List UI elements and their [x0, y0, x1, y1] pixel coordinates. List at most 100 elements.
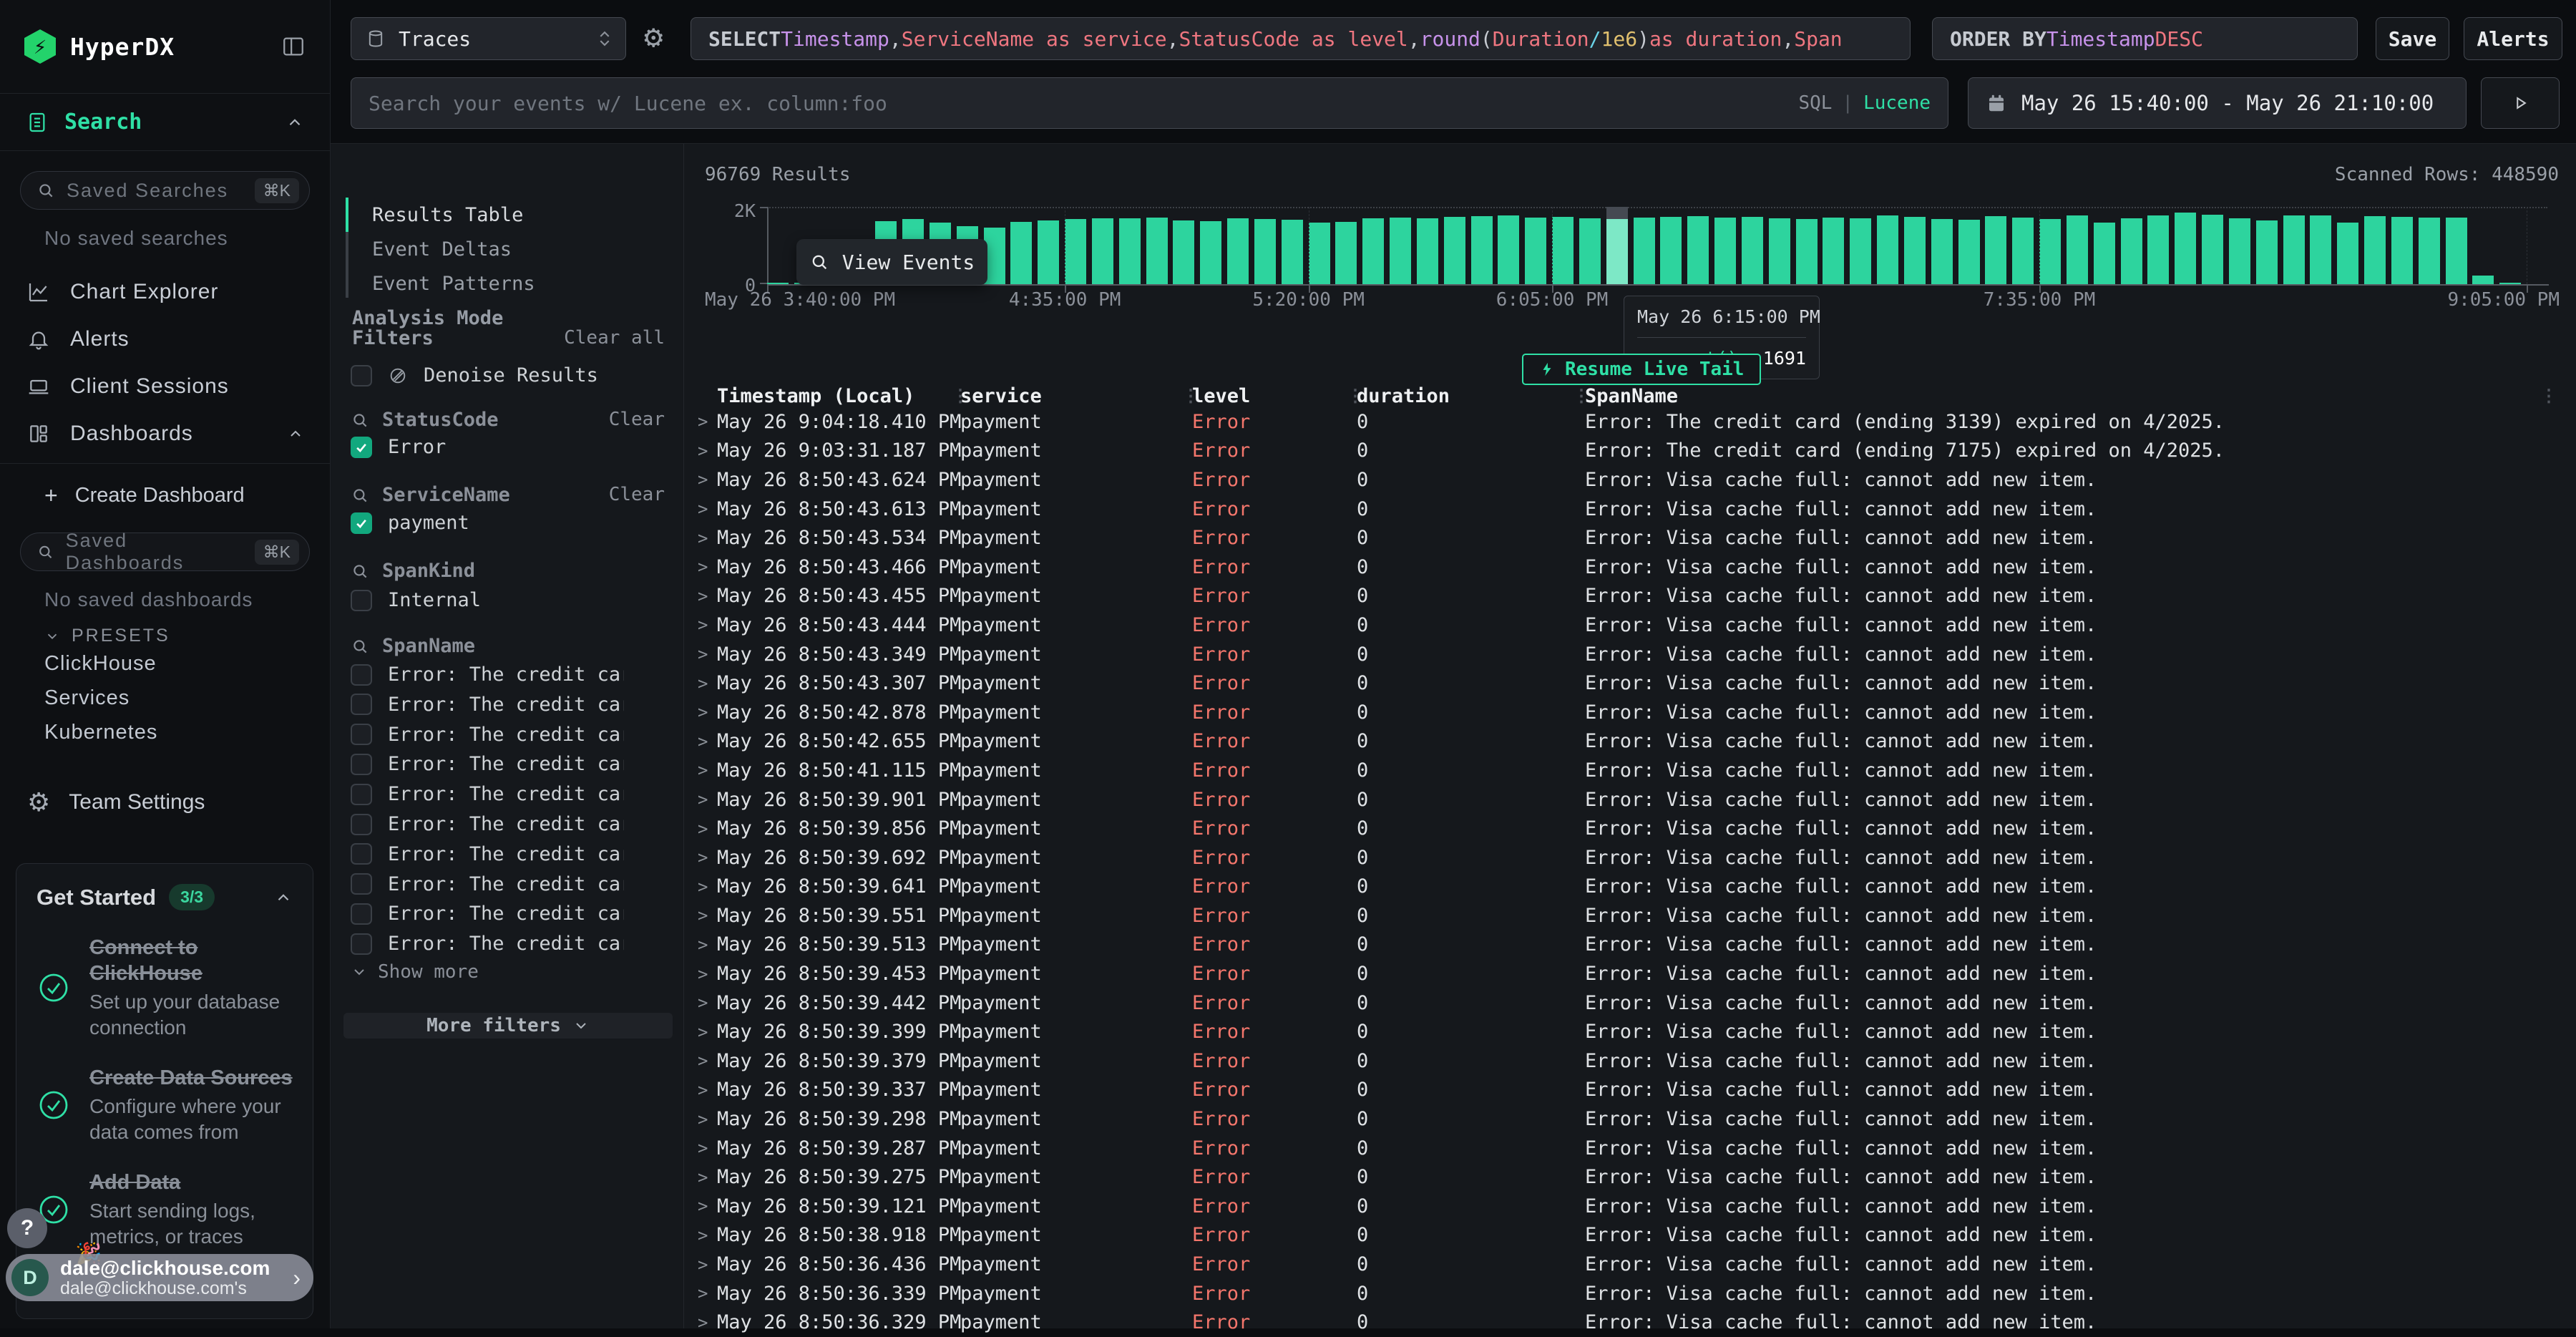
histogram-bar[interactable] — [1146, 218, 1168, 284]
expand-row-icon[interactable]: > — [698, 1022, 717, 1042]
table-row[interactable]: >May 26 8:50:39.379 PMpaymentError0Error… — [684, 1046, 2576, 1076]
sidebar-item-dashboards[interactable]: Dashboards — [0, 410, 330, 457]
table-row[interactable]: >May 26 8:50:43.534 PMpaymentError0Error… — [684, 523, 2576, 553]
preset-dashboard-clickhouse[interactable]: ClickHouse — [44, 646, 330, 681]
histogram-bar[interactable] — [2094, 223, 2115, 284]
create-dashboard-button[interactable]: + Create Dashboard — [0, 472, 330, 518]
histogram-bar[interactable] — [1634, 218, 1655, 284]
expand-row-icon[interactable]: > — [698, 905, 717, 925]
histogram-bar[interactable] — [1742, 217, 1763, 285]
preset-dashboard-services[interactable]: Services — [44, 681, 330, 715]
expand-row-icon[interactable]: > — [698, 819, 717, 839]
save-button[interactable]: Save — [2376, 17, 2449, 60]
histogram-bar[interactable] — [1065, 219, 1086, 284]
histogram-bar[interactable] — [1769, 218, 1790, 284]
histogram-bar[interactable] — [2364, 216, 2386, 284]
column-resize-handle[interactable]: ⋮ — [1347, 386, 1364, 406]
view-events-button[interactable]: View Events — [796, 239, 987, 285]
spanname-filter-option[interactable]: Error: The credit card … — [351, 843, 624, 865]
expand-row-icon[interactable]: > — [698, 1196, 717, 1216]
table-row[interactable]: >May 26 8:50:39.298 PMpaymentError0Error… — [684, 1104, 2576, 1134]
checked-checkbox[interactable] — [351, 437, 372, 458]
more-filters-button[interactable]: More filters — [343, 1013, 673, 1039]
sql-select-editor[interactable]: SELECT Timestamp, ServiceName as service… — [691, 17, 1911, 60]
histogram-bar[interactable] — [2419, 218, 2440, 284]
unchecked-checkbox[interactable] — [351, 903, 372, 925]
table-row[interactable]: >May 26 8:50:39.442 PMpaymentError0Error… — [684, 988, 2576, 1018]
table-row[interactable]: >May 26 8:50:39.551 PMpaymentError0Error… — [684, 901, 2576, 930]
expand-row-icon[interactable]: > — [698, 1283, 717, 1303]
histogram-bar[interactable] — [1714, 218, 1736, 284]
histogram-bar[interactable] — [2446, 218, 2467, 284]
get-started-item[interactable]: Create Data SourcesConfigure where your … — [36, 1065, 293, 1145]
expand-row-icon[interactable]: > — [698, 470, 717, 490]
histogram-bar[interactable] — [1092, 218, 1113, 284]
expand-row-icon[interactable]: > — [698, 1225, 717, 1245]
run-query-button[interactable] — [2481, 77, 2560, 129]
saved-dashboards-input[interactable]: Saved Dashboards ⌘K — [20, 533, 310, 571]
expand-row-icon[interactable]: > — [698, 615, 717, 635]
spanname-filter-option[interactable]: Error: The credit card … — [351, 663, 624, 686]
chevron-up-icon[interactable] — [286, 113, 304, 132]
show-more-toggle[interactable]: Show more — [351, 961, 479, 983]
histogram-bar[interactable] — [2147, 215, 2169, 284]
get-started-item[interactable]: Add DataStart sending logs, metrics, or … — [36, 1170, 293, 1250]
unchecked-checkbox[interactable] — [351, 754, 372, 775]
col-spanname[interactable]: SpanName — [1585, 385, 2576, 407]
spanname-filter-option[interactable]: Error: The credit card … — [351, 813, 624, 835]
unchecked-checkbox[interactable] — [351, 694, 372, 715]
histogram-bar[interactable] — [2256, 220, 2278, 284]
table-row[interactable]: >May 26 8:50:43.444 PMpaymentError0Error… — [684, 611, 2576, 640]
expand-row-icon[interactable]: > — [698, 760, 717, 780]
histogram-bar[interactable] — [1525, 218, 1546, 284]
expand-row-icon[interactable]: > — [698, 499, 717, 519]
expand-row-icon[interactable]: > — [698, 412, 717, 432]
unchecked-checkbox[interactable] — [351, 814, 372, 835]
order-by-editor[interactable]: ORDER BY Timestamp DESC — [1932, 17, 2358, 60]
spanname-filter-option[interactable]: Error: The credit card … — [351, 783, 624, 805]
expand-row-icon[interactable]: > — [698, 1313, 717, 1333]
source-settings-gear-icon[interactable]: ⚙ — [644, 19, 663, 55]
histogram-bar[interactable] — [2039, 219, 2061, 284]
unchecked-checkbox[interactable] — [351, 933, 372, 955]
expand-row-icon[interactable]: > — [698, 731, 717, 752]
unchecked-checkbox[interactable] — [351, 724, 372, 745]
analysis-mode-event-patterns[interactable]: Event Patterns — [372, 273, 535, 295]
histogram-bar[interactable] — [1823, 218, 1844, 284]
histogram-bar[interactable] — [1362, 218, 1384, 284]
expand-row-icon[interactable]: > — [698, 586, 717, 606]
histogram-bar[interactable] — [767, 283, 789, 284]
table-row[interactable]: >May 26 8:50:39.337 PMpaymentError0Error… — [684, 1076, 2576, 1105]
histogram-bar[interactable] — [1552, 217, 1574, 285]
expand-row-icon[interactable]: > — [698, 528, 717, 548]
results-histogram[interactable] — [767, 207, 2527, 284]
column-resize-handle[interactable]: ⋮ — [952, 386, 969, 406]
spanname-filter-option[interactable]: Error: The credit card … — [351, 724, 624, 746]
expand-row-icon[interactable]: > — [698, 935, 717, 955]
lucene-search-input[interactable]: Search your events w/ Lucene ex. column:… — [351, 77, 1948, 129]
table-row[interactable]: >May 26 8:50:43.455 PMpaymentError0Error… — [684, 582, 2576, 611]
servicename-clear-link[interactable]: Clear — [609, 484, 665, 505]
histogram-bar[interactable] — [2175, 213, 2196, 284]
sidebar-item-client-sessions[interactable]: Client Sessions — [0, 363, 330, 410]
histogram-bar[interactable] — [1444, 217, 1465, 284]
histogram-bar[interactable] — [1038, 220, 1059, 284]
expand-row-icon[interactable]: > — [698, 702, 717, 722]
help-button[interactable]: ? — [7, 1208, 47, 1248]
table-row[interactable]: >May 26 8:50:39.453 PMpaymentError0Error… — [684, 959, 2576, 988]
expand-row-icon[interactable]: > — [698, 1109, 717, 1129]
histogram-bar[interactable] — [1660, 217, 1682, 284]
histogram-bar[interactable] — [1579, 218, 1601, 284]
statuscode-clear-link[interactable]: Clear — [609, 409, 665, 430]
search-section-header[interactable]: Search — [0, 93, 330, 151]
checked-checkbox[interactable] — [351, 512, 372, 534]
table-row[interactable]: >May 26 9:04:18.410 PMpaymentError0Error… — [684, 407, 2576, 437]
histogram-bar[interactable] — [2012, 218, 2034, 284]
table-row[interactable]: >May 26 8:50:43.613 PMpaymentError0Error… — [684, 495, 2576, 524]
histogram-bar[interactable] — [2283, 215, 2305, 284]
column-resize-handle[interactable]: ⋮ — [1573, 386, 1590, 406]
histogram-bar[interactable] — [1796, 219, 1818, 284]
table-row[interactable]: >May 26 8:50:43.466 PMpaymentError0Error… — [684, 553, 2576, 582]
table-row[interactable]: >May 26 8:50:36.329 PMpaymentError0Error… — [684, 1308, 2576, 1337]
table-row[interactable]: >May 26 8:50:39.641 PMpaymentError0Error… — [684, 872, 2576, 902]
